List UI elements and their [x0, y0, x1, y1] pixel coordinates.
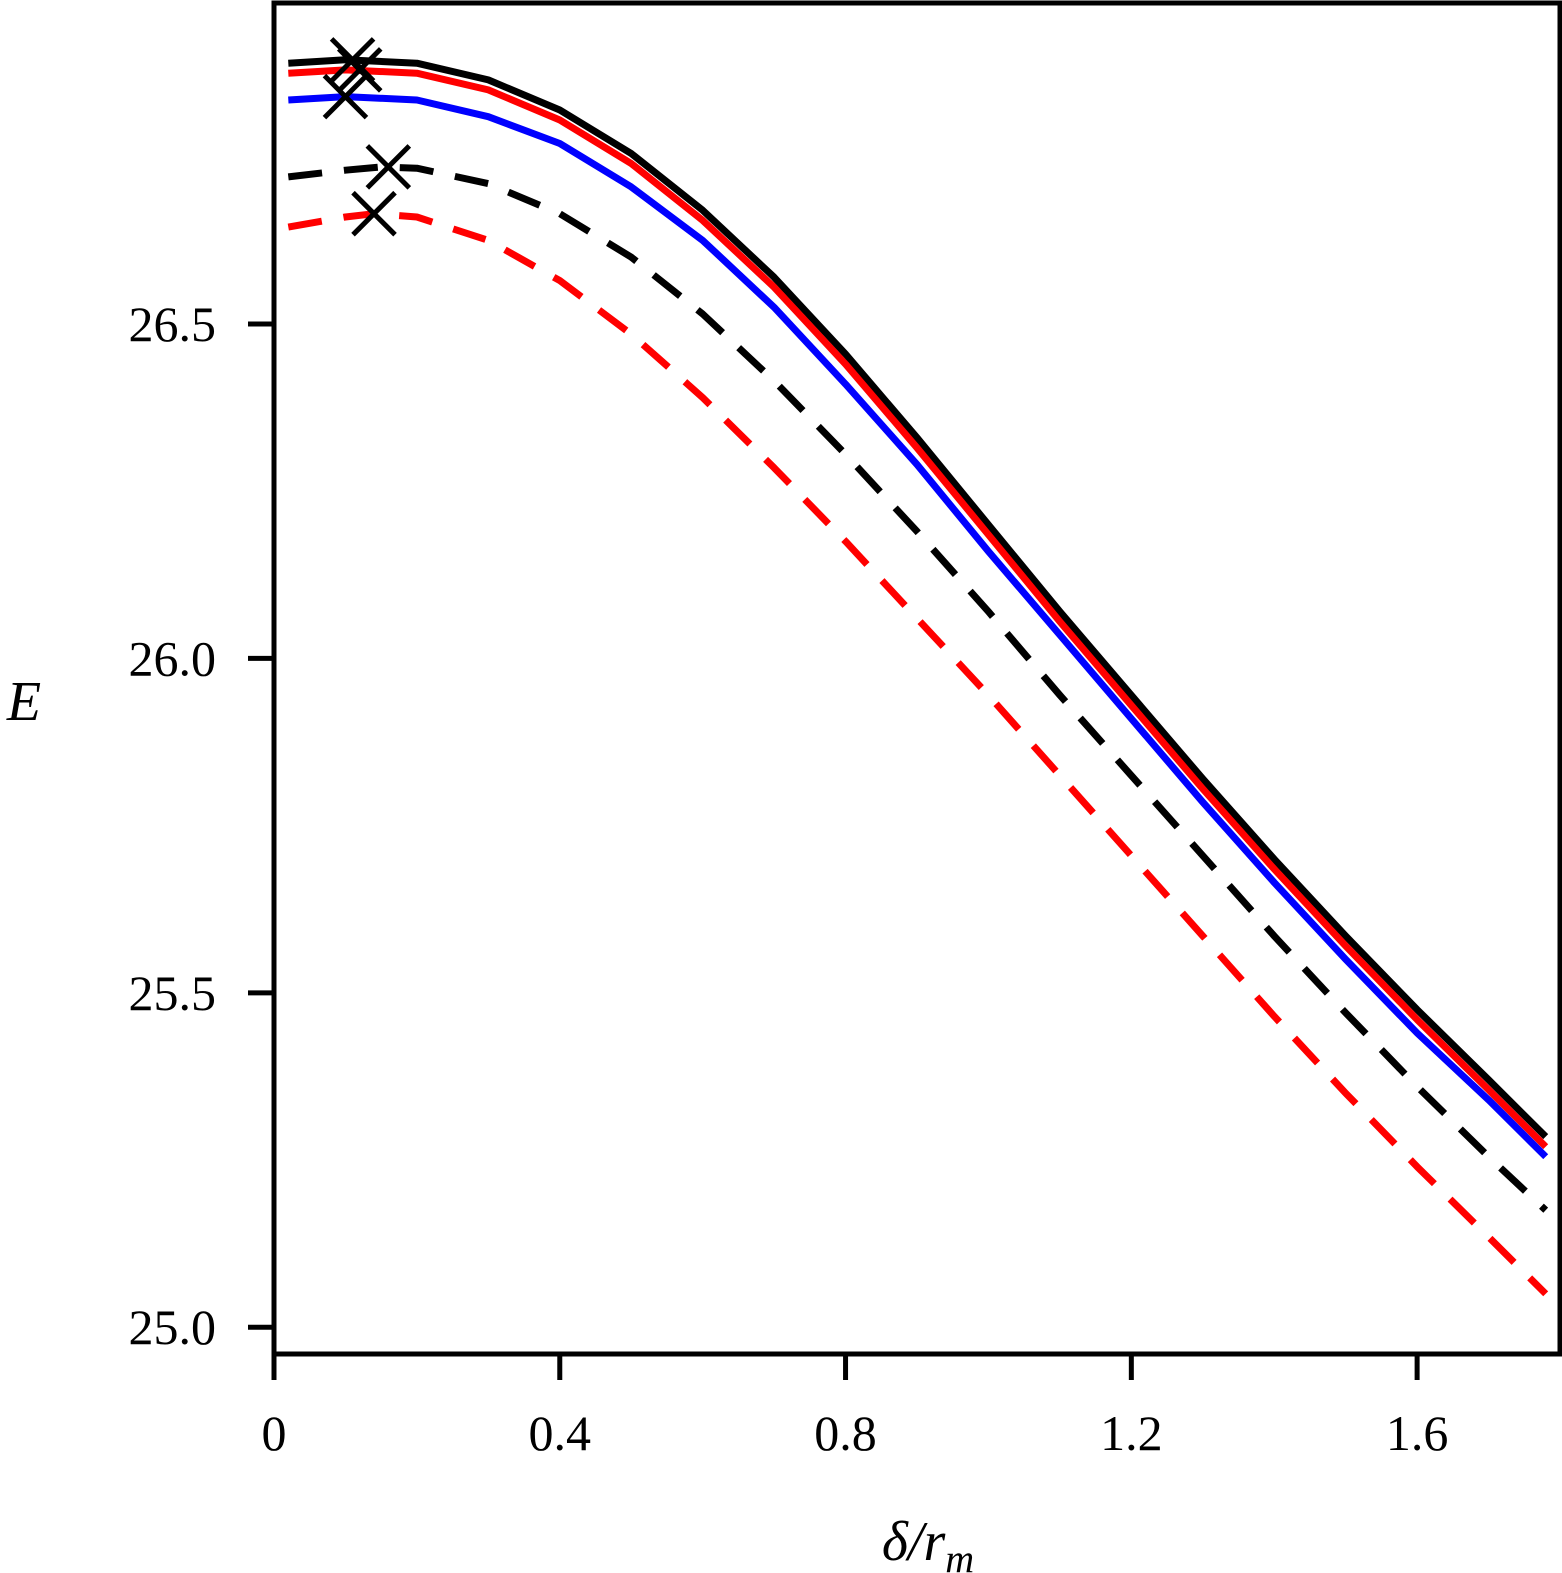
series-line-3	[288, 93, 1549, 1160]
x-axis-label-subscript: m	[945, 1536, 974, 1573]
x-marker-4	[365, 144, 412, 190]
x-axis: 0 0.4 0.8 1.2 1.6	[262, 1354, 1449, 1461]
series-line-2	[288, 66, 1549, 1150]
x-tick-label: 1.6	[1386, 1405, 1449, 1461]
y-tick-label: 25.0	[129, 1299, 217, 1355]
y-axis: 25.0 25.5 26.0 26.5	[129, 296, 274, 1355]
x-tick-label: 1.2	[1100, 1405, 1163, 1461]
x-axis-label: δ/rm	[882, 1511, 974, 1573]
x-marker-3	[322, 73, 369, 120]
y-tick-label: 25.5	[129, 965, 217, 1021]
series-line-5	[287, 210, 1549, 1297]
x-axis-label-base: δ/r	[882, 1511, 946, 1573]
x-tick-label: 0.4	[529, 1405, 592, 1461]
plot-frame	[271, 0, 1562, 1357]
x-tick-label: 0	[262, 1405, 287, 1461]
y-tick-label: 26.0	[129, 630, 217, 686]
x-tick-label: 0.8	[814, 1405, 877, 1461]
x-marker-2	[336, 47, 383, 93]
y-tick-label: 26.5	[129, 296, 217, 352]
y-axis-label: E	[6, 671, 41, 733]
series-line-4	[287, 163, 1549, 1213]
series-layer	[287, 56, 1549, 1297]
marker-layer	[322, 37, 412, 237]
x-marker-5	[351, 190, 397, 237]
series-line-1	[288, 56, 1549, 1140]
